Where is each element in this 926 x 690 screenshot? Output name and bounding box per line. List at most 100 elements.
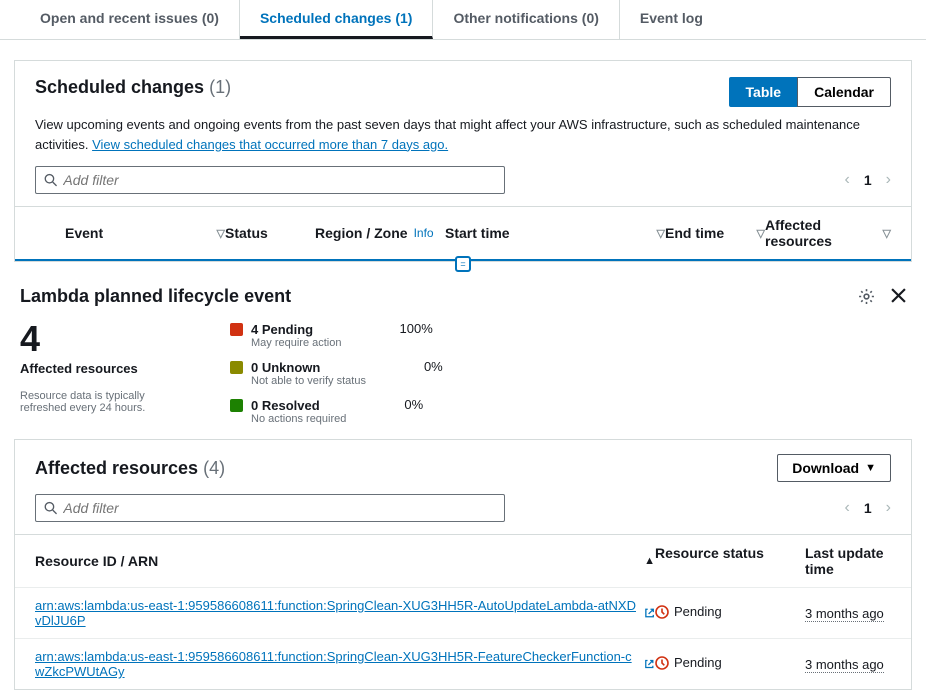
col-region-label: Region / Zone [315,225,408,241]
next-page[interactable]: › [886,171,891,189]
affected-title: Affected resources (4) [35,458,225,479]
col-start[interactable]: Start time ▽ [445,217,665,249]
col-status[interactable]: Status [225,217,315,249]
affected-resources-panel: Affected resources (4) Download ▼ ‹ 1 › … [14,439,912,690]
sort-icon: ▽ [883,227,891,240]
tab-scheduled-changes[interactable]: Scheduled changes (1) [240,0,433,39]
resolved-sub: No actions required [251,413,346,425]
tab-open-issues[interactable]: Open and recent issues (0) [20,0,240,39]
col-arn-label: Resource ID / ARN [35,553,158,569]
tabs-bar: Open and recent issues (0) Scheduled cha… [0,0,926,40]
external-link-icon [644,658,655,670]
stats-row: 4 Affected resources Resource data is ty… [14,321,912,439]
search-icon [44,501,57,515]
prev-page[interactable]: ‹ [845,171,850,189]
detail-title: Lambda planned lifecycle event [20,286,291,307]
scheduled-changes-panel: Scheduled changes (1) Table Calendar Vie… [14,60,912,262]
status-text: Pending [674,655,722,670]
close-icon[interactable] [891,288,906,305]
affected-filter-input[interactable] [63,500,496,516]
gear-icon[interactable] [858,288,875,305]
col-status-label: Resource status [655,545,764,561]
col-resource-arn[interactable]: Resource ID / ARN ▲ [35,545,655,577]
sort-icon: ▽ [217,227,225,240]
tab-other-notifications[interactable]: Other notifications (0) [433,0,619,39]
col-event[interactable]: Event ▽ [35,217,225,249]
pending-sub: May require action [251,337,342,349]
unknown-pct: 0% [374,359,443,374]
resource-arn-link[interactable]: arn:aws:lambda:us-east-1:959586608611:fu… [35,598,655,628]
col-start-label: Start time [445,225,510,241]
col-update-time[interactable]: Last update time [805,545,891,577]
aff-prev-page[interactable]: ‹ [845,499,850,517]
col-status-label: Status [225,225,268,241]
sort-icon: ▽ [657,227,665,240]
panel-description: View upcoming events and ongoing events … [15,115,911,166]
external-link-icon [644,607,655,619]
aff-next-page[interactable]: › [886,499,891,517]
search-icon [44,173,57,187]
affected-count-label: Affected resources [20,361,190,376]
affected-title-text: Affected resources [35,458,198,478]
unknown-color-swatch [230,361,243,374]
view-older-link[interactable]: View scheduled changes that occurred mor… [92,137,448,152]
sort-icon: ▽ [757,227,765,240]
resolved-pct: 0% [354,397,423,412]
resize-handle-row: = [0,254,926,272]
affected-pager: ‹ 1 › [845,499,891,517]
affected-title-count: (4) [203,458,225,478]
filter-input[interactable] [63,172,496,188]
status-badge: Pending [655,655,722,670]
affected-count-block: 4 Affected resources Resource data is ty… [20,321,190,414]
pending-icon [655,656,669,670]
col-time-label: Last update time [805,545,884,577]
col-end[interactable]: End time ▽ [665,217,765,249]
pending-color-swatch [230,323,243,336]
affected-table-header: Resource ID / ARN ▲ Resource status Last … [15,534,911,587]
event-detail-pane: Lambda planned lifecycle event 4 Affecte… [0,272,926,690]
tab-event-log[interactable]: Event log [620,0,723,39]
status-pending: 4 PendingMay require action 100% [230,321,443,349]
filter-box[interactable] [35,166,505,194]
table-row[interactable]: arn:aws:lambda:us-east-1:959586608611:fu… [15,638,911,689]
affected-filter-box[interactable] [35,494,505,522]
resource-arn-link[interactable]: arn:aws:lambda:us-east-1:959586608611:fu… [35,649,655,679]
col-region[interactable]: Region / Zone Info [315,217,445,249]
pending-label: 4 Pending [251,322,313,337]
col-event-label: Event [65,225,103,241]
status-badge: Pending [655,604,722,619]
panel-title: Scheduled changes (1) [35,77,231,98]
col-affected[interactable]: Affected resources ▽ [765,217,891,249]
caret-down-icon: ▼ [865,462,876,474]
unknown-sub: Not able to verify status [251,375,366,387]
view-toggle: Table Calendar [729,77,891,107]
col-end-label: End time [665,225,724,241]
panel-count: (1) [209,77,231,97]
status-unknown: 0 UnknownNot able to verify status 0% [230,359,443,387]
pending-icon [655,605,669,619]
download-button[interactable]: Download ▼ [777,454,891,482]
page-number: 1 [864,172,872,188]
unknown-label: 0 Unknown [251,360,320,375]
col-affected-label: Affected resources [765,217,871,249]
status-text: Pending [674,604,722,619]
status-list: 4 PendingMay require action 100% 0 Unkno… [230,321,443,425]
calendar-view-button[interactable]: Calendar [797,77,891,107]
table-view-button[interactable]: Table [729,77,799,107]
affected-count: 4 [20,321,190,357]
table-row[interactable]: arn:aws:lambda:us-east-1:959586608611:fu… [15,587,911,638]
table-header: Event ▽ Status Region / Zone Info Start t… [15,206,911,261]
refresh-note: Resource data is typically refreshed eve… [20,390,190,414]
pending-pct: 100% [350,321,433,336]
resolved-label: 0 Resolved [251,398,320,413]
col-resource-status[interactable]: Resource status [655,545,805,577]
arn-text: arn:aws:lambda:us-east-1:959586608611:fu… [35,649,640,679]
resize-handle[interactable]: = [455,256,471,272]
sort-asc-icon: ▲ [644,555,655,567]
panel-title-text: Scheduled changes [35,77,204,97]
info-link[interactable]: Info [414,226,434,240]
update-time: 3 months ago [805,657,884,673]
status-resolved: 0 ResolvedNo actions required 0% [230,397,443,425]
update-time: 3 months ago [805,606,884,622]
aff-page-number: 1 [864,500,872,516]
